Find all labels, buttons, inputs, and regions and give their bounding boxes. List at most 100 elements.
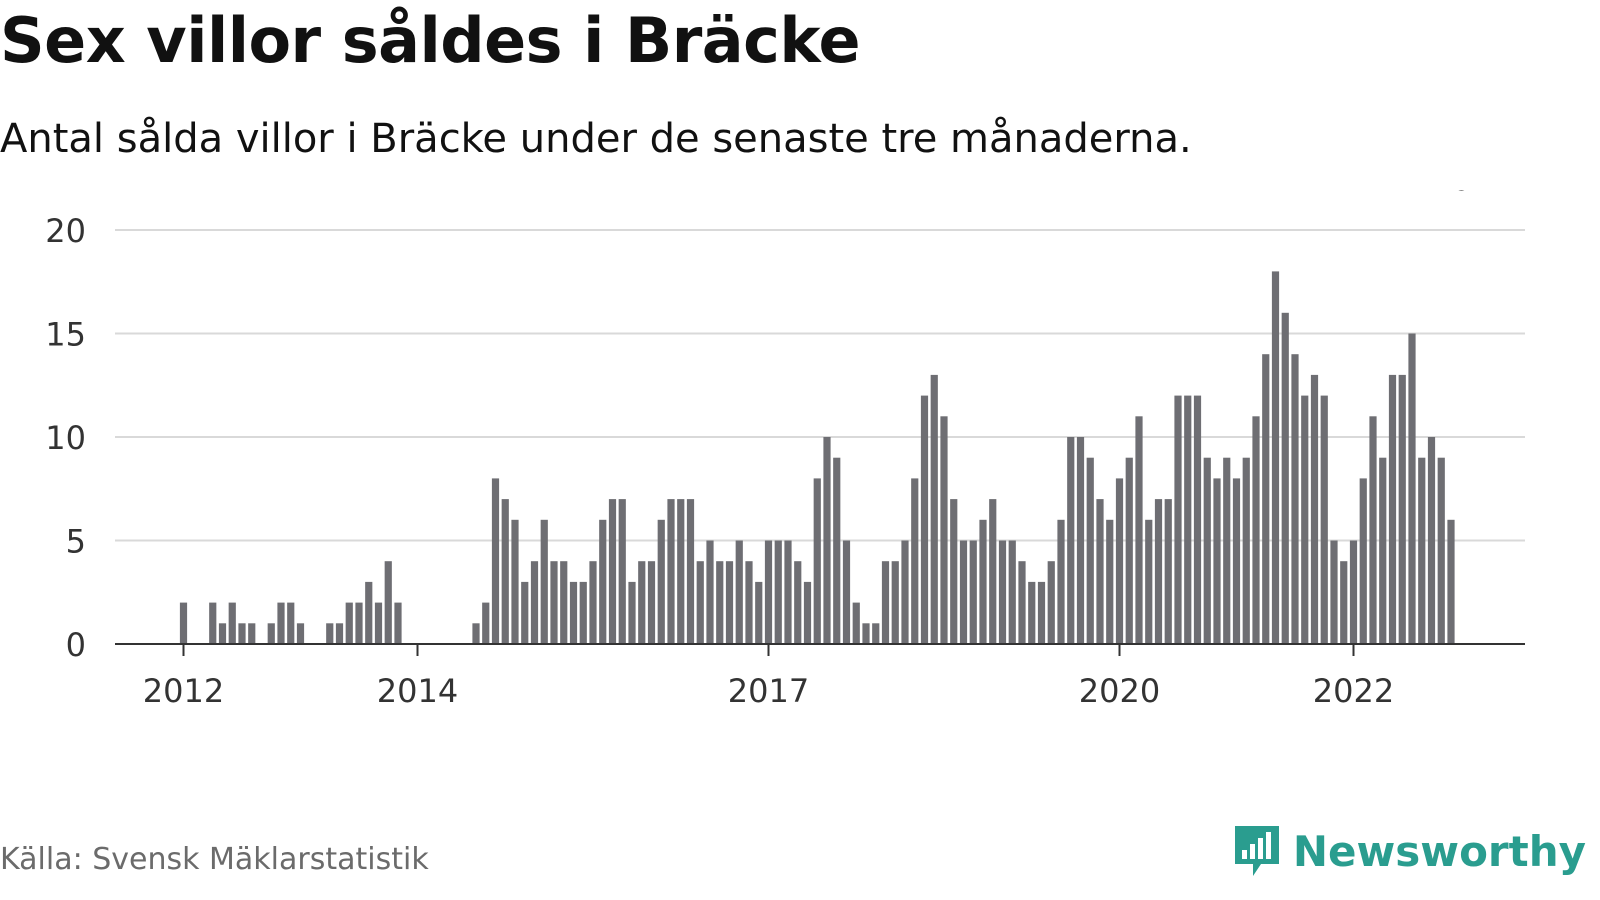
y-tick-label: 0 xyxy=(66,626,86,664)
bar xyxy=(1193,395,1202,644)
source-note: Källa: Svensk Mäklarstatistik xyxy=(0,842,429,877)
bar xyxy=(218,623,227,644)
bar xyxy=(277,602,285,644)
bar xyxy=(179,602,188,644)
bar xyxy=(599,519,607,644)
bar xyxy=(872,623,880,644)
chart-title: Sex villor såldes i Bräcke xyxy=(0,4,861,77)
bar xyxy=(365,581,373,644)
bar xyxy=(901,540,909,644)
bar xyxy=(745,561,753,644)
bar xyxy=(647,561,656,644)
bar xyxy=(979,519,987,644)
bar xyxy=(1115,478,1124,644)
bar xyxy=(1388,374,1397,644)
bar xyxy=(238,623,246,644)
bar xyxy=(823,437,831,644)
bar xyxy=(228,602,236,644)
bar xyxy=(803,581,812,644)
bar xyxy=(384,561,392,644)
bar xyxy=(1252,416,1260,644)
bar xyxy=(1349,540,1358,644)
bar xyxy=(764,540,773,644)
bar xyxy=(1369,416,1377,644)
bar xyxy=(862,623,870,644)
bar xyxy=(1398,374,1406,644)
bar xyxy=(638,561,646,644)
bar xyxy=(1359,478,1367,644)
y-tick-label: 15 xyxy=(45,316,86,354)
bar xyxy=(1145,519,1153,644)
bar xyxy=(940,416,948,644)
bar xyxy=(248,623,256,644)
brand: Newsworthy xyxy=(1231,822,1586,880)
bar xyxy=(521,581,529,644)
bar xyxy=(891,561,899,644)
bar xyxy=(1310,374,1319,644)
bar xyxy=(1096,499,1104,644)
newsworthy-logo-icon xyxy=(1234,826,1279,876)
bar xyxy=(881,561,890,644)
bar xyxy=(1408,333,1416,644)
bar xyxy=(209,602,217,644)
bar xyxy=(374,602,383,644)
y-tick-label: 20 xyxy=(45,212,86,250)
bar xyxy=(686,499,695,644)
bar xyxy=(267,623,275,644)
bar xyxy=(1125,457,1133,644)
bar xyxy=(950,499,958,644)
bar xyxy=(618,499,626,644)
bar xyxy=(296,623,305,644)
bar xyxy=(482,602,490,644)
bar xyxy=(774,540,782,644)
x-tick-label: 2020 xyxy=(1079,672,1160,710)
bar xyxy=(667,499,675,644)
bar xyxy=(706,540,714,644)
bar xyxy=(1262,354,1270,644)
bar xyxy=(1213,478,1221,644)
bar xyxy=(833,457,841,644)
bar xyxy=(1271,271,1280,644)
bar xyxy=(1047,561,1055,644)
bar xyxy=(1028,581,1036,644)
brand-name: Newsworthy xyxy=(1292,826,1586,876)
bar xyxy=(959,540,968,644)
bar xyxy=(326,623,334,644)
bar xyxy=(1320,395,1328,644)
bar xyxy=(501,499,509,644)
bar xyxy=(1174,395,1182,644)
bar xyxy=(716,561,724,644)
bar xyxy=(1057,519,1065,644)
bar xyxy=(579,581,587,644)
bar xyxy=(1008,540,1016,644)
bar xyxy=(794,561,802,644)
bar xyxy=(355,602,363,644)
bar xyxy=(930,374,938,644)
bar xyxy=(1330,540,1338,644)
bar xyxy=(1184,395,1192,644)
latest-value-label: 6 xyxy=(1451,190,1471,198)
bar xyxy=(1427,437,1436,644)
bar xyxy=(1106,519,1114,644)
bar xyxy=(1135,416,1143,644)
bar xyxy=(569,581,578,644)
chart-subtitle: Antal sålda villor i Bräcke under de sen… xyxy=(0,116,1192,162)
bar xyxy=(530,561,539,644)
bar xyxy=(842,540,851,644)
bar xyxy=(1232,478,1241,644)
bar xyxy=(1203,457,1211,644)
bar xyxy=(345,602,353,644)
x-tick-label: 2022 xyxy=(1313,672,1394,710)
bar xyxy=(1242,457,1250,644)
bar xyxy=(1067,437,1075,644)
bar xyxy=(1037,581,1046,644)
bar xyxy=(335,623,344,644)
bar xyxy=(287,602,295,644)
bar xyxy=(911,478,919,644)
bar xyxy=(1164,499,1172,644)
bar xyxy=(608,499,617,644)
bar xyxy=(1018,561,1026,644)
y-tick-label: 5 xyxy=(66,523,86,561)
bar xyxy=(472,623,480,644)
bar xyxy=(550,561,558,644)
